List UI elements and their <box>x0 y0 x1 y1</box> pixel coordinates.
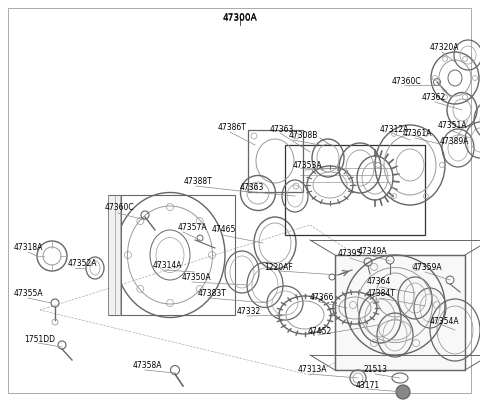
Text: 47350A: 47350A <box>182 273 212 282</box>
Text: 47313A: 47313A <box>298 366 327 375</box>
Text: 47366: 47366 <box>310 293 335 302</box>
Bar <box>110 195 235 315</box>
Text: 47300A: 47300A <box>223 13 257 22</box>
Text: 47354A: 47354A <box>430 317 460 326</box>
Text: 47357A: 47357A <box>178 224 208 233</box>
Bar <box>108 195 121 315</box>
Bar <box>285 145 425 235</box>
Text: 47360C: 47360C <box>392 77 421 86</box>
Text: 47465: 47465 <box>212 226 236 235</box>
Text: 47358A: 47358A <box>133 361 163 370</box>
Text: 47351A: 47351A <box>438 122 468 131</box>
Text: 47308B: 47308B <box>289 131 318 140</box>
Text: 47353A: 47353A <box>293 162 323 171</box>
Text: 47364: 47364 <box>367 277 391 286</box>
Text: 47300A: 47300A <box>223 14 257 23</box>
Bar <box>335 255 465 370</box>
Circle shape <box>396 385 410 399</box>
Text: 47395: 47395 <box>338 250 362 259</box>
Text: 47314A: 47314A <box>153 262 182 271</box>
Text: 47349A: 47349A <box>358 246 388 255</box>
Text: 21513: 21513 <box>363 366 387 375</box>
Text: 47452: 47452 <box>308 326 332 335</box>
Bar <box>248 130 303 192</box>
Text: 47386T: 47386T <box>218 124 247 133</box>
Bar <box>335 255 465 370</box>
Text: 47332: 47332 <box>237 308 261 317</box>
Text: 47352A: 47352A <box>68 259 97 268</box>
Text: 47361A: 47361A <box>403 129 432 138</box>
Text: 47363: 47363 <box>270 124 294 133</box>
Text: 47362: 47362 <box>422 93 446 102</box>
Text: 43171: 43171 <box>356 381 380 390</box>
Text: 47384T: 47384T <box>367 290 396 299</box>
Text: 47360C: 47360C <box>105 204 134 213</box>
Text: 47318A: 47318A <box>14 244 43 253</box>
Text: 47389A: 47389A <box>440 137 469 146</box>
Text: 47363: 47363 <box>240 182 264 191</box>
Text: 47388T: 47388T <box>184 177 213 186</box>
Text: 47312A: 47312A <box>380 124 409 133</box>
Text: 47383T: 47383T <box>198 290 227 299</box>
Text: 47320A: 47320A <box>430 44 459 53</box>
Text: 1751DD: 1751DD <box>24 335 55 344</box>
Text: 47355A: 47355A <box>14 290 44 299</box>
Text: 1220AF: 1220AF <box>264 262 293 271</box>
Text: 47359A: 47359A <box>413 264 443 273</box>
